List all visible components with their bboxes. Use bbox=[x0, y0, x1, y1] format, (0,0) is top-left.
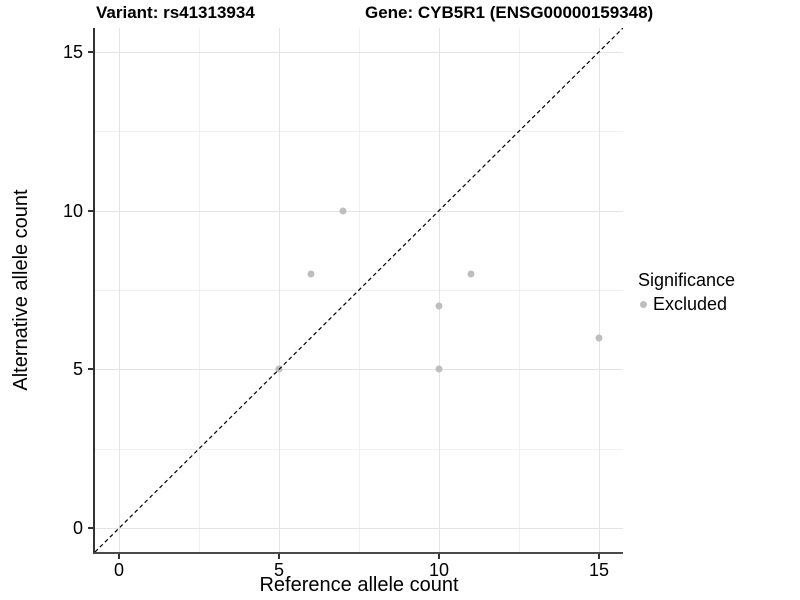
major-gridline-vertical bbox=[279, 28, 280, 552]
x-tick-label: 10 bbox=[428, 560, 450, 580]
x-axis-title: Reference allele count bbox=[259, 574, 459, 596]
x-axis: 0 5 10 15 bbox=[95, 554, 623, 594]
x-tick-mark bbox=[438, 554, 440, 559]
identity-reference-line bbox=[95, 28, 623, 552]
legend-title: Significance bbox=[638, 270, 736, 290]
data-point bbox=[339, 207, 347, 215]
y-tick-label: 5 bbox=[72, 359, 83, 380]
major-gridline-horizontal bbox=[95, 369, 623, 371]
legend: Significance Excluded bbox=[638, 270, 736, 315]
major-gridline-horizontal bbox=[95, 528, 623, 530]
x-tick-mark bbox=[598, 554, 600, 559]
minor-gridline-horizontal bbox=[95, 448, 623, 450]
legend-item-label: Excluded bbox=[653, 293, 728, 314]
y-axis-title: Alternative allele count bbox=[10, 189, 32, 391]
plot-panel bbox=[93, 28, 623, 554]
data-point bbox=[307, 270, 315, 278]
x-tick-label: 0 bbox=[113, 560, 125, 580]
data-point bbox=[435, 302, 443, 310]
y-tick-mark bbox=[88, 50, 93, 53]
y-tick-label: 15 bbox=[62, 41, 83, 62]
major-gridline-vertical bbox=[119, 28, 120, 552]
plot-title-variant: Variant: rs41313934 bbox=[96, 3, 255, 22]
major-gridline-vertical bbox=[439, 28, 440, 552]
y-tick-label: 10 bbox=[62, 200, 83, 221]
data-point bbox=[595, 334, 603, 342]
legend-item-excluded: Excluded bbox=[638, 294, 735, 315]
major-gridline-horizontal bbox=[95, 210, 623, 212]
data-point bbox=[435, 365, 443, 373]
plot-title-gene: Gene: CYB5R1 (ENSG00000159348) bbox=[365, 3, 654, 22]
identity-line bbox=[95, 28, 623, 552]
y-tick-label: 0 bbox=[72, 518, 83, 539]
data-point bbox=[467, 270, 475, 278]
x-tick-label: 15 bbox=[588, 560, 610, 580]
y-tick-mark bbox=[88, 368, 93, 371]
y-tick-mark bbox=[88, 209, 93, 212]
major-gridline-vertical bbox=[599, 28, 600, 552]
major-gridline-horizontal bbox=[95, 51, 623, 53]
minor-gridline-horizontal bbox=[95, 131, 623, 133]
x-tick-mark bbox=[118, 554, 120, 559]
legend-point-icon bbox=[640, 300, 647, 308]
x-tick-mark bbox=[278, 554, 280, 559]
y-axis: 0 5 10 15 bbox=[0, 28, 93, 552]
x-tick-label: 5 bbox=[273, 560, 285, 580]
y-tick-mark bbox=[88, 527, 93, 530]
